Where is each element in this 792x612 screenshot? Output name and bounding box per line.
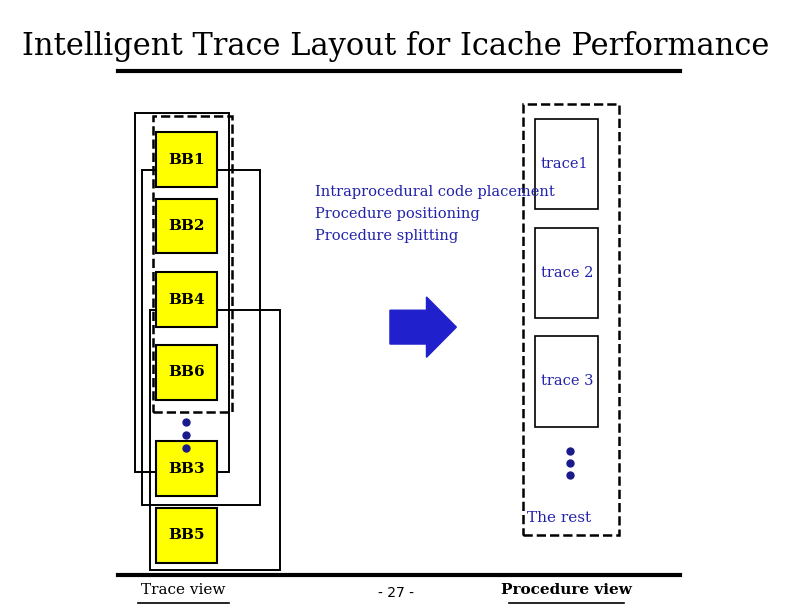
Text: BB2: BB2 [168, 219, 204, 233]
Text: trace1: trace1 [541, 157, 588, 171]
Text: BB1: BB1 [168, 152, 204, 166]
Bar [135, 113, 229, 472]
Text: Intraprocedural code placement
Procedure positioning
Procedure splitting: Intraprocedural code placement Procedure… [314, 185, 554, 243]
Text: BB3: BB3 [168, 461, 204, 476]
Text: Procedure view: Procedure view [501, 583, 632, 597]
Text: - 27 -: - 27 - [378, 586, 414, 600]
Text: BB6: BB6 [168, 365, 204, 379]
Polygon shape [390, 297, 456, 357]
Bar [143, 170, 261, 506]
Text: trace 3: trace 3 [541, 375, 593, 389]
Bar [535, 119, 598, 209]
FancyBboxPatch shape [156, 441, 217, 496]
Text: BB5: BB5 [168, 528, 204, 542]
Bar [150, 310, 280, 570]
Text: The rest: The rest [527, 512, 591, 526]
Text: Trace view: Trace view [141, 583, 226, 597]
Text: trace 2: trace 2 [541, 266, 593, 280]
Bar [535, 228, 598, 318]
Text: Intelligent Trace Layout for Icache Performance: Intelligent Trace Layout for Icache Perf… [22, 31, 770, 62]
Text: BB4: BB4 [168, 293, 204, 307]
FancyBboxPatch shape [156, 272, 217, 327]
FancyBboxPatch shape [156, 132, 217, 187]
FancyBboxPatch shape [156, 198, 217, 253]
Bar [535, 336, 598, 427]
FancyBboxPatch shape [156, 507, 217, 562]
FancyBboxPatch shape [156, 345, 217, 400]
